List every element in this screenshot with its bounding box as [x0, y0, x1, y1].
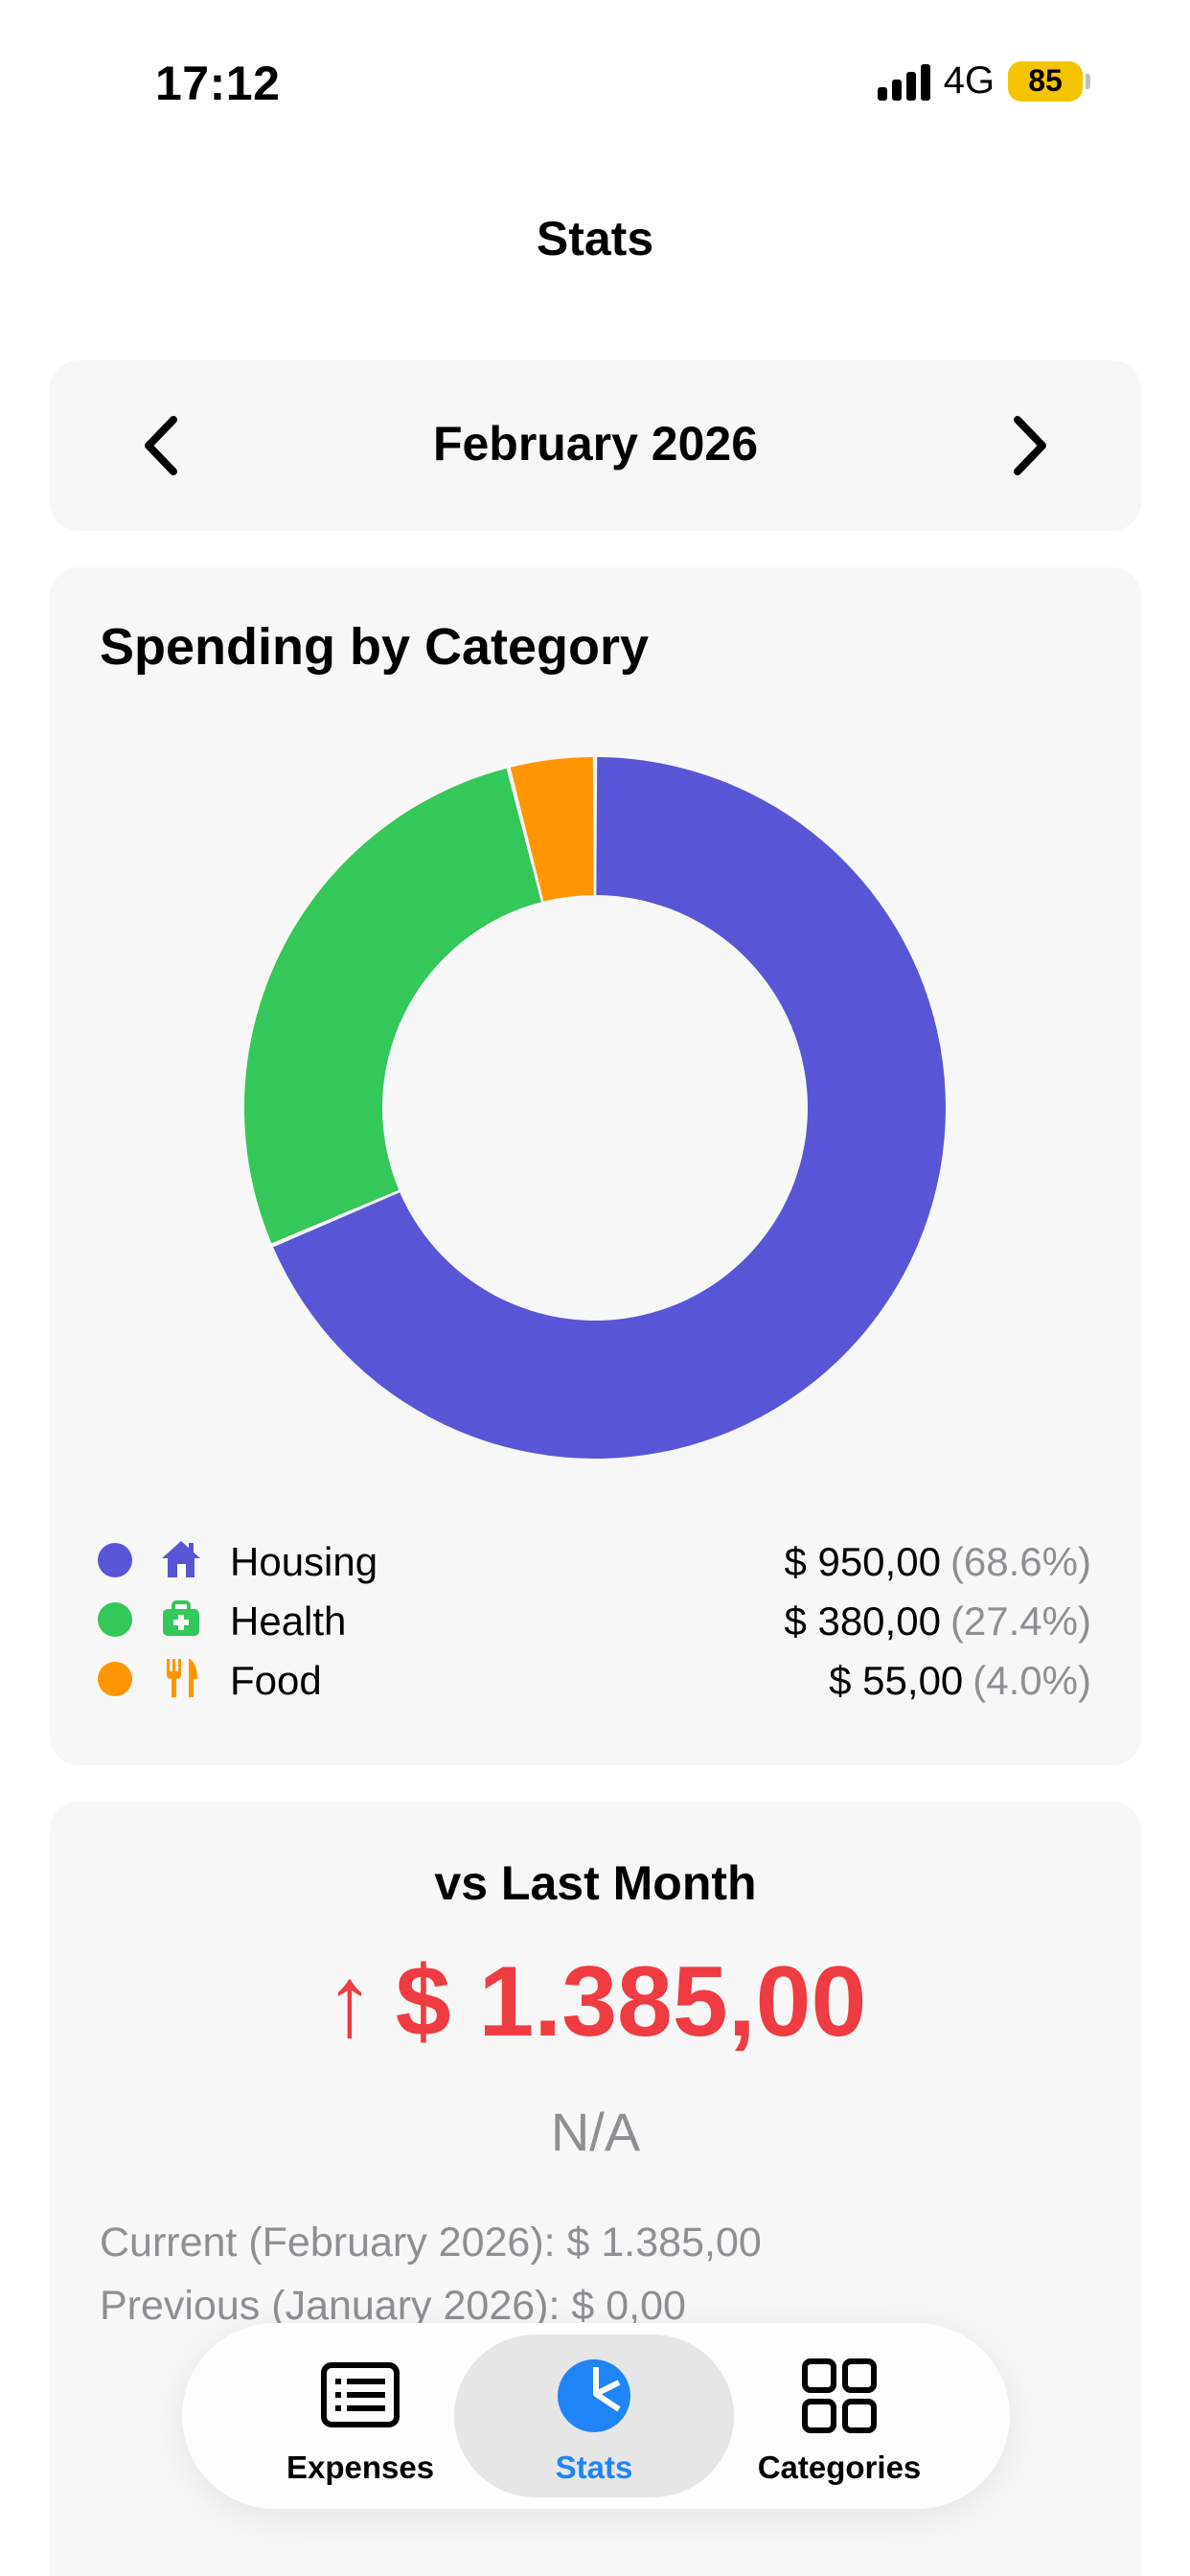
donut-slice-housing — [273, 757, 946, 1459]
house-icon — [162, 1541, 200, 1577]
legend-color-dot — [98, 1543, 132, 1577]
chevron-right-icon — [1014, 416, 1046, 475]
legend-percent: (4.0%) — [973, 1658, 1091, 1703]
fork-knife-icon — [167, 1659, 197, 1697]
legend-item: Food $ 55,00 (4.0%) — [50, 1650, 1141, 1708]
list-icon — [321, 2362, 400, 2427]
chart-title: Spending by Category — [100, 618, 650, 676]
legend-percent: (68.6%) — [950, 1539, 1091, 1584]
tab-expenses[interactable]: Expenses — [220, 2334, 500, 2497]
comparison-percent: N/A — [550, 2102, 641, 2162]
grid-icon — [802, 2358, 877, 2433]
status-time: 17:12 — [155, 57, 281, 110]
legend-item: Health $ 380,00 (27.4%) — [50, 1591, 1141, 1648]
legend-label: Health — [230, 1598, 347, 1644]
next-month-button[interactable] — [988, 402, 1074, 489]
status-bar: 17:12 4G 85 — [0, 0, 1190, 144]
tab-label: Stats — [555, 2450, 633, 2485]
legend-color-dot — [98, 1602, 132, 1637]
month-label: February 2026 — [432, 417, 759, 471]
tab-stats[interactable]: Stats — [454, 2334, 734, 2497]
legend-value: $ 55,00 (4.0%) — [829, 1658, 1091, 1704]
legend-amount: $ 380,00 — [784, 1598, 941, 1644]
signal-icon — [877, 62, 930, 101]
battery-level: 85 — [1008, 60, 1083, 102]
donut-slice-health — [244, 768, 541, 1244]
chevron-left-icon — [145, 416, 177, 475]
legend-color-dot — [98, 1662, 132, 1696]
legend-amount: $ 950,00 — [784, 1539, 941, 1584]
month-selector: February 2026 — [50, 360, 1141, 531]
network-type: 4G — [943, 59, 995, 102]
donut-slice-food — [510, 757, 594, 902]
tab-bar: Expenses Stats Categories — [182, 2323, 1010, 2509]
pie-chart-icon — [558, 2359, 630, 2432]
legend-label: Housing — [230, 1539, 378, 1584]
previous-month-total: Previous (January 2026): $ 0,00 — [100, 2283, 686, 2329]
legend-value: $ 380,00 (27.4%) — [784, 1598, 1091, 1644]
legend-value: $ 950,00 (68.6%) — [784, 1539, 1091, 1585]
comparison-title: vs Last Month — [434, 1856, 757, 1910]
legend-amount: $ 55,00 — [829, 1658, 964, 1703]
legend-item: Housing $ 950,00 (68.6%) — [50, 1531, 1141, 1589]
current-month-total: Current (February 2026): $ 1.385,00 — [100, 2220, 762, 2266]
legend-label: Food — [230, 1658, 322, 1703]
tab-categories[interactable]: Categories — [699, 2334, 979, 2497]
previous-month-button[interactable] — [117, 402, 203, 489]
medical-kit-icon — [163, 1600, 199, 1636]
status-indicators: 4G 85 — [877, 59, 1090, 103]
battery-icon: 85 — [1008, 60, 1090, 102]
comparison-value: $ 1.385,00 — [395, 1946, 867, 2058]
spending-chart-card: Spending by Category Housing $ 950,00 (68… — [50, 567, 1141, 1765]
legend-percent: (27.4%) — [950, 1598, 1091, 1644]
donut-chart — [244, 757, 946, 1459]
tab-label: Expenses — [286, 2450, 435, 2485]
tab-label: Categories — [757, 2450, 922, 2485]
page-title: Stats — [536, 212, 654, 265]
arrow-up-icon: ↑ — [324, 1946, 375, 2058]
comparison-amount: ↑ $ 1.385,00 — [50, 1945, 1141, 2059]
